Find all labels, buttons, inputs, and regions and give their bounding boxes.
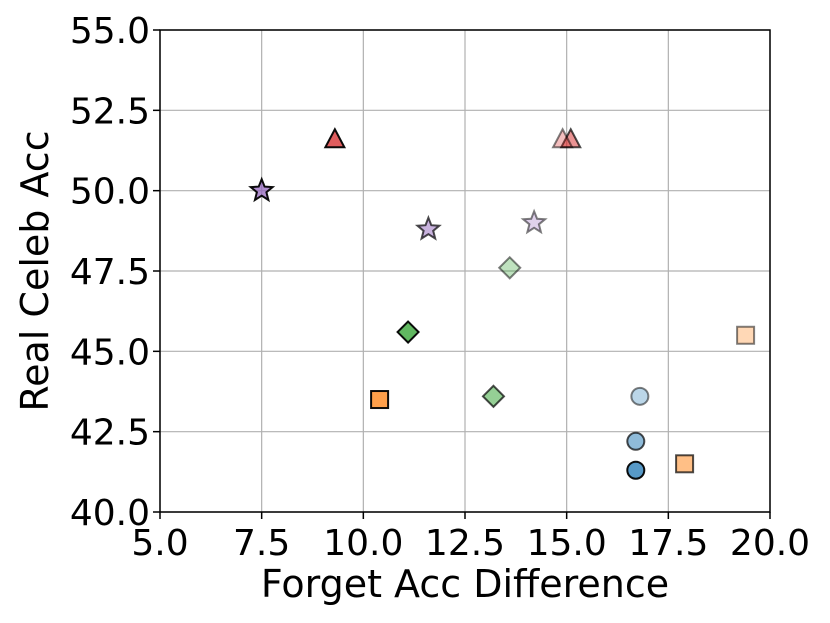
x-tick-label: 12.5 [425, 523, 505, 564]
diamond-point [481, 384, 506, 409]
triangle-point [323, 127, 347, 149]
plot-frame [159, 29, 771, 513]
x-tick-label: 15.0 [527, 523, 607, 564]
data-points [248, 127, 756, 480]
x-tick-label: 10.0 [323, 523, 403, 564]
x-axis-label: Forget Acc Difference [261, 562, 669, 606]
square-point [675, 454, 695, 474]
x-tick-label: 5.0 [131, 523, 188, 564]
triangle-point [551, 127, 574, 149]
y-tick-label: 42.5 [70, 413, 150, 454]
circle-point [626, 431, 646, 451]
circle-point [630, 386, 650, 406]
circle-point [626, 460, 646, 480]
diamond-point [497, 255, 522, 280]
square-point [370, 390, 390, 410]
y-axis-label: Real Celeb Acc [13, 130, 57, 411]
star-point [248, 176, 276, 203]
square-point [736, 325, 756, 345]
x-tick-label: 7.5 [233, 523, 290, 564]
tick-labels: 5.0 7.5 10.0 12.5 15.0 17.5 20.0 40.0 42.5 45.0 47… [70, 11, 810, 564]
diamond-point [396, 320, 420, 344]
y-tick-label: 40.0 [70, 493, 150, 534]
y-tick-label: 45.0 [70, 332, 150, 373]
x-tick-label: 20.0 [730, 523, 810, 564]
star-point [520, 208, 548, 235]
y-tick-label: 47.5 [70, 252, 150, 293]
x-tick-label: 17.5 [628, 523, 708, 564]
grid [159, 29, 771, 513]
y-tick-label: 55.0 [70, 11, 150, 52]
y-tick-label: 52.5 [70, 91, 150, 132]
y-tick-label: 50.0 [70, 172, 150, 213]
axis-ticks [153, 29, 771, 519]
star-point [414, 214, 442, 241]
